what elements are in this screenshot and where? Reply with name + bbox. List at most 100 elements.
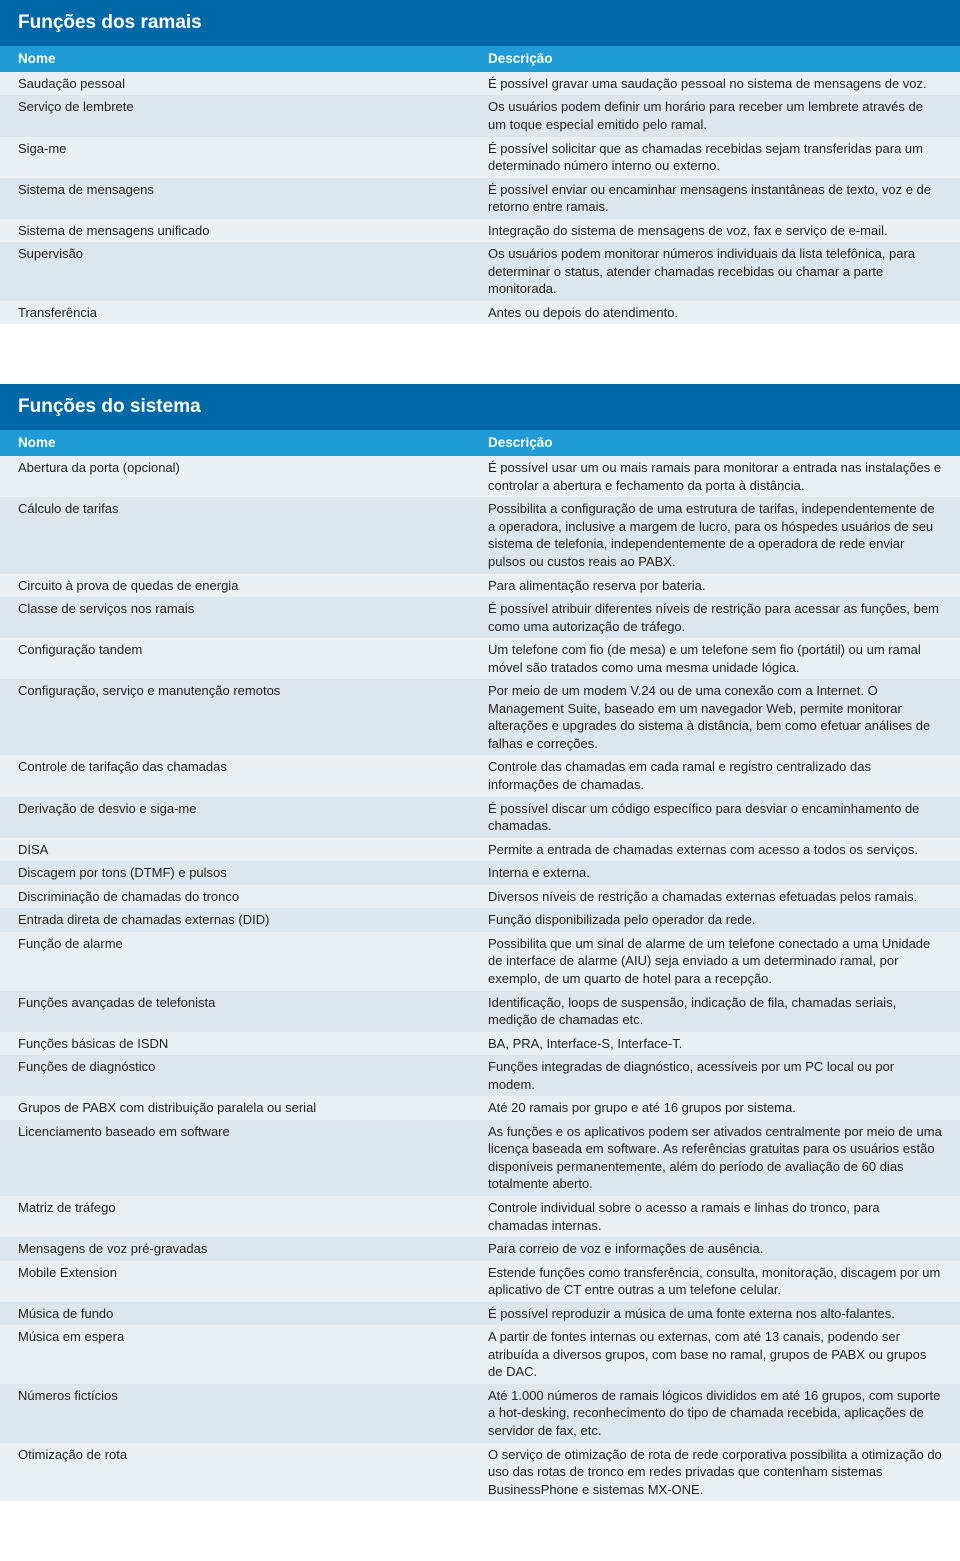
table-row: Funções de diagnósticoFunções integradas… [0,1055,960,1096]
cell-desc: Permite a entrada de chamadas externas c… [488,841,942,859]
table-title: Funções dos ramais [0,0,960,46]
cell-name: Sistema de mensagens unificado [18,222,488,240]
cell-name: Otimização de rota [18,1446,488,1499]
table-row: Configuração tandemUm telefone com fio (… [0,638,960,679]
cell-desc: Até 1.000 números de ramais lógicos divi… [488,1387,942,1440]
table-row: Música em esperaA partir de fontes inter… [0,1325,960,1384]
cell-name: Transferência [18,304,488,322]
cell-desc: É possível atribuir diferentes níveis de… [488,600,942,635]
cell-desc: Um telefone com fio (de mesa) e um telef… [488,641,942,676]
cell-desc: Integração do sistema de mensagens de vo… [488,222,942,240]
cell-name: Grupos de PABX com distribuição paralela… [18,1099,488,1117]
cell-name: Configuração, serviço e manutenção remot… [18,682,488,752]
cell-name: Saudação pessoal [18,75,488,93]
column-header-desc: Descrição [488,434,942,452]
column-header-name: Nome [18,50,488,68]
cell-name: Derivação de desvio e siga-me [18,800,488,835]
cell-desc: O serviço de otimização de rota de rede … [488,1446,942,1499]
feature-table: Funções dos ramaisNomeDescriçãoSaudação … [0,0,960,324]
cell-desc: É possível enviar ou encaminhar mensagen… [488,181,942,216]
table-row: Otimização de rotaO serviço de otimizaçã… [0,1443,960,1502]
table-title: Funções do sistema [0,384,960,430]
table-row: Derivação de desvio e siga-meÉ possível … [0,797,960,838]
cell-desc: É possível solicitar que as chamadas rec… [488,140,942,175]
cell-desc: É possível gravar uma saudação pessoal n… [488,75,942,93]
cell-name: Serviço de lembrete [18,98,488,133]
table-row: Abertura da porta (opcional)É possível u… [0,456,960,497]
cell-desc: Até 20 ramais por grupo e até 16 grupos … [488,1099,942,1117]
cell-desc: Antes ou depois do atendimento. [488,304,942,322]
cell-name: Mensagens de voz pré-gravadas [18,1240,488,1258]
table-row: Música de fundoÉ possível reproduzir a m… [0,1302,960,1326]
cell-name: Matriz de tráfego [18,1199,488,1234]
cell-desc: É possível usar um ou mais ramais para m… [488,459,942,494]
cell-desc: É possível discar um código específico p… [488,800,942,835]
cell-desc: Por meio de um modem V.24 ou de uma cone… [488,682,942,752]
cell-desc: Função disponibilizada pelo operador da … [488,911,942,929]
cell-name: Discagem por tons (DTMF) e pulsos [18,864,488,882]
cell-desc: É possível reproduzir a música de uma fo… [488,1305,942,1323]
cell-name: Números fictícios [18,1387,488,1440]
cell-desc: Para correio de voz e informações de aus… [488,1240,942,1258]
cell-desc: Os usuários podem monitorar números indi… [488,245,942,298]
cell-name: Discriminação de chamadas do tronco [18,888,488,906]
cell-name: Controle de tarifação das chamadas [18,758,488,793]
cell-name: Licenciamento baseado em software [18,1123,488,1193]
cell-desc: Estende funções como transferência, cons… [488,1264,942,1299]
cell-name: Função de alarme [18,935,488,988]
table-row: Mobile ExtensionEstende funções como tra… [0,1261,960,1302]
table-row: Entrada direta de chamadas externas (DID… [0,908,960,932]
cell-desc: Para alimentação reserva por bateria. [488,577,942,595]
table-header-row: NomeDescrição [0,430,960,456]
column-header-desc: Descrição [488,50,942,68]
table-row: Discriminação de chamadas do troncoDiver… [0,885,960,909]
table-row: Classe de serviços nos ramaisÉ possível … [0,597,960,638]
table-row: Cálculo de tarifasPossibilita a configur… [0,497,960,573]
table-row: Sistema de mensagens unificadoIntegração… [0,219,960,243]
cell-desc: Interna e externa. [488,864,942,882]
table-row: Discagem por tons (DTMF) e pulsosInterna… [0,861,960,885]
cell-desc: As funções e os aplicativos podem ser at… [488,1123,942,1193]
table-row: DISAPermite a entrada de chamadas extern… [0,838,960,862]
cell-name: Abertura da porta (opcional) [18,459,488,494]
table-row: Funções básicas de ISDNBA, PRA, Interfac… [0,1032,960,1056]
cell-name: Mobile Extension [18,1264,488,1299]
cell-desc: Identificação, loops de suspensão, indic… [488,994,942,1029]
table-row: Saudação pessoalÉ possível gravar uma sa… [0,72,960,96]
cell-desc: Possibilita a configuração de uma estrut… [488,500,942,570]
cell-name: Funções avançadas de telefonista [18,994,488,1029]
table-row: Serviço de lembreteOs usuários podem def… [0,95,960,136]
cell-desc: Possibilita que um sinal de alarme de um… [488,935,942,988]
cell-desc: Diversos níveis de restrição a chamadas … [488,888,942,906]
cell-name: Sistema de mensagens [18,181,488,216]
cell-name: Supervisão [18,245,488,298]
cell-name: Cálculo de tarifas [18,500,488,570]
table-row: Funções avançadas de telefonistaIdentifi… [0,991,960,1032]
table-row: Números fictíciosAté 1.000 números de ra… [0,1384,960,1443]
table-row: Licenciamento baseado em softwareAs funç… [0,1120,960,1196]
cell-desc: Controle das chamadas em cada ramal e re… [488,758,942,793]
cell-desc: BA, PRA, Interface-S, Interface-T. [488,1035,942,1053]
table-row: TransferênciaAntes ou depois do atendime… [0,301,960,325]
table-row: Sistema de mensagensÉ possível enviar ou… [0,178,960,219]
cell-name: Entrada direta de chamadas externas (DID… [18,911,488,929]
cell-desc: Os usuários podem definir um horário par… [488,98,942,133]
cell-name: DISA [18,841,488,859]
table-header-row: NomeDescrição [0,46,960,72]
table-row: Controle de tarifação das chamadasContro… [0,755,960,796]
cell-desc: Controle individual sobre o acesso a ram… [488,1199,942,1234]
cell-name: Circuito à prova de quedas de energia [18,577,488,595]
table-row: Mensagens de voz pré-gravadasPara correi… [0,1237,960,1261]
table-row: Configuração, serviço e manutenção remot… [0,679,960,755]
cell-name: Configuração tandem [18,641,488,676]
cell-name: Música de fundo [18,1305,488,1323]
table-row: Matriz de tráfegoControle individual sob… [0,1196,960,1237]
table-row: Função de alarmePossibilita que um sinal… [0,932,960,991]
table-row: Grupos de PABX com distribuição paralela… [0,1096,960,1120]
cell-name: Classe de serviços nos ramais [18,600,488,635]
cell-name: Funções de diagnóstico [18,1058,488,1093]
table-row: Circuito à prova de quedas de energiaPar… [0,574,960,598]
cell-name: Funções básicas de ISDN [18,1035,488,1053]
table-row: Siga-meÉ possível solicitar que as chama… [0,137,960,178]
column-header-name: Nome [18,434,488,452]
